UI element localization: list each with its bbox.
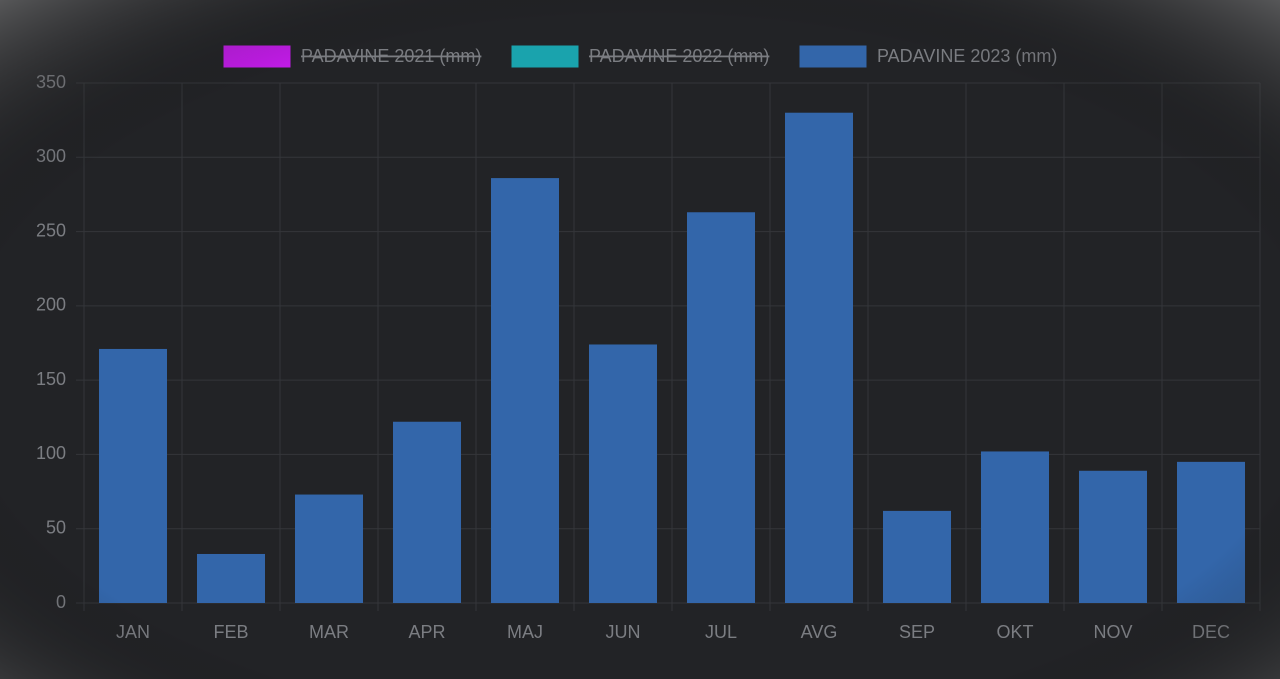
bar [785, 112, 853, 603]
legend-label[interactable]: PADAVINE 2022 (mm) [589, 46, 769, 66]
bar [687, 212, 755, 603]
x-tick-label: APR [408, 622, 445, 642]
legend-label[interactable]: PADAVINE 2021 (mm) [301, 46, 481, 66]
bar [197, 553, 265, 603]
bar [981, 451, 1049, 603]
y-tick-label: 50 [46, 517, 66, 537]
x-tick-label: DEC [1192, 622, 1230, 642]
y-tick-label: 350 [36, 72, 66, 92]
y-tick-label: 150 [36, 369, 66, 389]
y-tick-label: 0 [56, 592, 66, 612]
x-tick-label: MAR [309, 622, 349, 642]
legend-swatch[interactable] [511, 45, 579, 68]
x-tick-label: SEP [899, 622, 935, 642]
bar [589, 344, 657, 603]
x-tick-label: MAJ [507, 622, 543, 642]
x-tick-label: JAN [116, 622, 150, 642]
legend-label[interactable]: PADAVINE 2023 (mm) [877, 46, 1057, 66]
bar [393, 421, 461, 603]
y-tick-label: 250 [36, 220, 66, 240]
y-tick-label: 300 [36, 146, 66, 166]
x-tick-label: AVG [801, 622, 838, 642]
x-tick-label: OKT [996, 622, 1033, 642]
x-tick-label: NOV [1093, 622, 1132, 642]
x-tick-label: FEB [213, 622, 248, 642]
bar [295, 494, 363, 603]
bar [1177, 461, 1245, 603]
bar [883, 510, 951, 603]
y-tick-label: 200 [36, 295, 66, 315]
legend-swatch[interactable] [799, 45, 867, 68]
bar [491, 178, 559, 604]
x-tick-label: JUL [705, 622, 737, 642]
x-tick-label: JUN [606, 622, 641, 642]
legend-swatch[interactable] [223, 45, 291, 68]
y-tick-label: 100 [36, 443, 66, 463]
bar [1079, 470, 1147, 603]
bar [99, 348, 167, 603]
